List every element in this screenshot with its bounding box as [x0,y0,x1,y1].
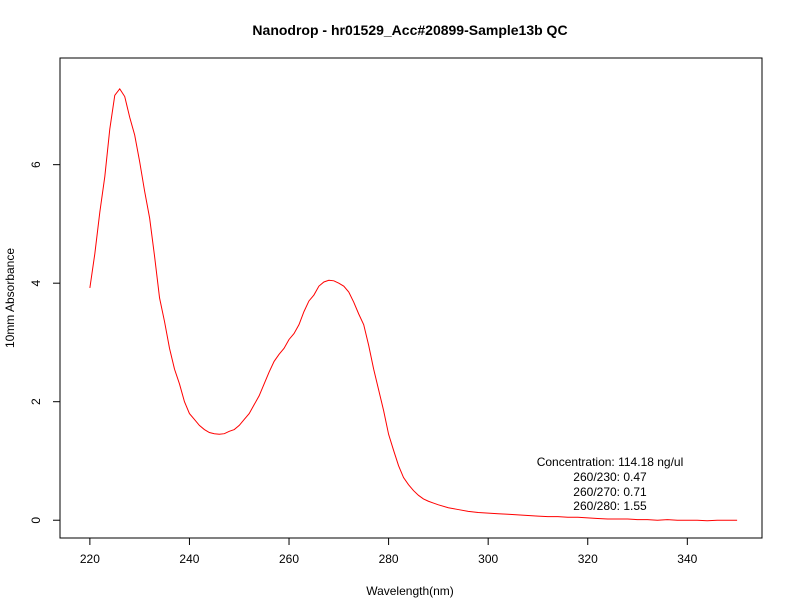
y-axis-label: 10mm Absorbance [3,248,17,348]
y-tick-label: 0 [29,517,43,524]
chart-title: Nanodrop - hr01529_Acc#20899-Sample13b Q… [252,22,567,38]
y-tick-label: 2 [29,398,43,405]
absorbance-line [89,87,738,522]
ratio-260-230-annotation: 260/230: 0.47 [573,470,647,484]
concentration-annotation: Concentration: 114.18 ng/ul [537,455,684,469]
x-tick-label: 300 [478,552,498,566]
plot-frame [59,57,763,539]
ratio-260-280-annotation: 260/280: 1.55 [573,499,647,513]
x-tick-label: 340 [677,552,697,566]
annotations: Concentration: 114.18 ng/ul 260/230: 0.4… [537,455,684,513]
x-tick-label: 260 [279,552,299,566]
y-tick-label: 6 [29,161,43,168]
x-tick-label: 220 [80,552,100,566]
x-tick-label: 240 [179,552,199,566]
x-axis: 220 240 260 280 300 320 340 [80,538,698,566]
y-tick-label: 4 [29,280,43,287]
x-tick-label: 280 [379,552,399,566]
x-tick-label: 320 [578,552,598,566]
ratio-260-270-annotation: 260/270: 0.71 [573,485,647,499]
x-axis-label: Wavelength(nm) [366,584,454,598]
y-axis: 0 2 4 6 [29,161,60,524]
